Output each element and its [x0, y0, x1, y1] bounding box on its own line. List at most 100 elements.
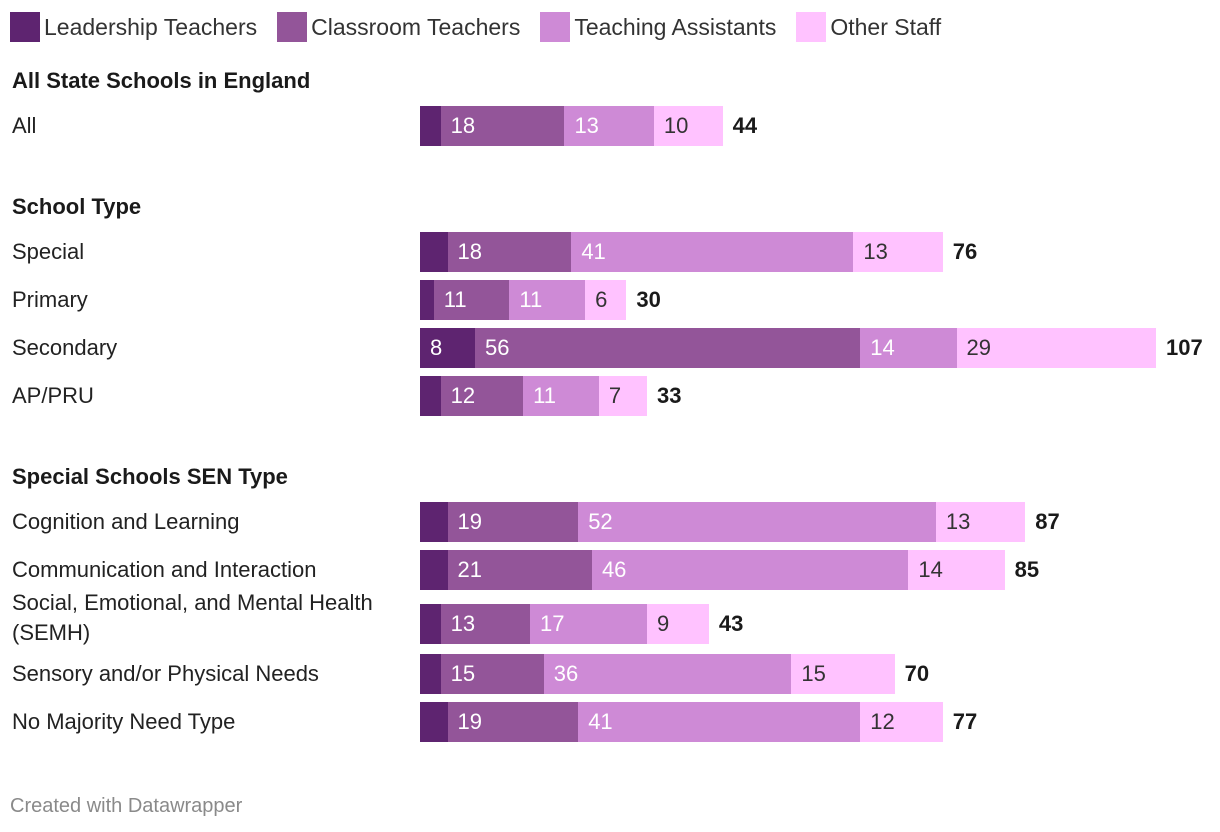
row-label: Secondary	[12, 335, 118, 360]
legend-swatch	[277, 12, 308, 42]
bar-segment	[420, 604, 441, 644]
total-label: 87	[1035, 509, 1060, 534]
bar-segment	[420, 654, 441, 694]
segment-value-label: 13	[450, 611, 476, 636]
bar-segment: 21	[447, 550, 592, 590]
segment-value-label: 19	[457, 509, 482, 534]
bar-segment: 15	[440, 654, 544, 694]
stacked-bar: 8 56 14 29	[420, 328, 1156, 368]
row-label: Cognition and Learning	[12, 509, 240, 534]
segment-value-label: 13	[574, 113, 599, 138]
bar-segment: 13	[853, 232, 943, 272]
bar-segment: 36	[543, 654, 792, 694]
segment-value-label: 14	[870, 335, 895, 360]
stacked-bar: 12 11 7	[420, 376, 647, 416]
bar-segment: 19	[447, 502, 579, 542]
bar-segment: 15	[791, 654, 895, 694]
segment-value-label: 9	[656, 611, 670, 636]
total-label: 107	[1166, 335, 1203, 360]
legend-label: Teaching Assistants	[574, 13, 777, 40]
bar-segment: 9	[646, 604, 709, 644]
row-label: No Majority Need Type	[12, 709, 236, 734]
stacked-bar: 19 52 13	[420, 502, 1026, 542]
legend-label: Other Staff	[830, 13, 942, 40]
bar-segment: 41	[571, 232, 854, 272]
segment-value-label: 14	[918, 557, 943, 582]
bar-segment	[420, 232, 448, 272]
legend-item: Other Staff	[796, 12, 941, 42]
segment-value-label: 19	[457, 709, 482, 734]
segment-value-label: 6	[595, 287, 608, 312]
segment-value-label: 15	[801, 661, 826, 686]
legend: Leadership Teachers Classroom Teachers Tea…	[10, 10, 961, 44]
bar-segment: 13	[564, 106, 654, 146]
stacked-bar: 19 41 12	[420, 702, 943, 742]
segment-value-label: 29	[966, 335, 991, 360]
segment-value-label: 36	[553, 661, 579, 686]
legend-swatch	[10, 12, 40, 42]
segment-value-label: 11	[443, 287, 467, 312]
bar-segment: 18	[447, 232, 572, 272]
bar-segment: 52	[578, 502, 936, 542]
segment-value-label: 13	[945, 509, 971, 534]
bar-segment: 7	[598, 376, 647, 416]
total-label: 77	[952, 709, 978, 734]
bar-segment: 14	[860, 328, 957, 368]
segment-value-label: 11	[533, 383, 556, 408]
legend-item: Classroom Teachers	[277, 12, 520, 42]
stacked-bar: 15 36 15	[420, 654, 895, 694]
bar-segment	[420, 106, 441, 146]
bar-segment: 46	[591, 550, 909, 590]
legend-label: Classroom Teachers	[311, 13, 521, 40]
group-title: Special Schools SEN Type	[12, 464, 288, 489]
segment-value-label: 8	[430, 335, 443, 360]
bar-segment: 14	[908, 550, 1005, 590]
legend-item: Teaching Assistants	[540, 12, 776, 42]
total-label: 76	[952, 239, 978, 264]
bar-segment: 11	[523, 376, 599, 416]
total-label: 43	[718, 611, 744, 636]
bar-segment	[420, 502, 448, 542]
total-label: 70	[904, 661, 930, 686]
row-label: Communication and Interaction	[12, 557, 317, 582]
segment-value-label: 11	[519, 287, 543, 312]
segment-value-label: 12	[870, 709, 895, 734]
bar-segment: 41	[578, 702, 861, 742]
total-label: 33	[656, 383, 682, 408]
bar-segment: 19	[447, 702, 579, 742]
legend-item: Leadership Teachers	[10, 12, 257, 42]
segment-value-label: 18	[457, 239, 482, 264]
segment-value-label: 17	[540, 611, 565, 636]
segment-value-label: 41	[588, 709, 613, 734]
footer-credit: Created with Datawrapper	[10, 795, 243, 817]
bar-segment: 11	[433, 280, 510, 320]
segment-value-label: 52	[588, 509, 613, 534]
row-label: Social, Emotional, and Mental Health (SE…	[12, 590, 373, 645]
total-label: 30	[636, 287, 661, 312]
stacked-bar: 18 13 10	[420, 106, 723, 146]
row-label: Special	[12, 239, 85, 264]
row-label: AP/PRU	[12, 383, 94, 408]
group-title: School Type	[12, 194, 142, 219]
bar-segment: 12	[440, 376, 524, 416]
bar-segment: 10	[653, 106, 723, 146]
stacked-bar: 18 41 13	[420, 232, 943, 272]
legend-swatch	[796, 12, 827, 42]
stacked-bar: 13 17 9	[420, 604, 709, 644]
row-label: Primary	[12, 287, 88, 312]
segment-value-label: 13	[863, 239, 888, 264]
bar-segment: 13	[935, 502, 1026, 542]
segment-value-label: 21	[457, 557, 482, 582]
segment-value-label: 46	[601, 557, 627, 582]
segment-value-label: 18	[450, 113, 476, 138]
stacked-bar: 11 11 6	[420, 280, 627, 320]
segment-value-label: 10	[663, 113, 689, 138]
bar-segment	[420, 550, 448, 590]
legend-label: Leadership Teachers	[44, 13, 258, 40]
bar-segment: 8	[420, 328, 476, 368]
segment-value-label: 56	[485, 335, 510, 360]
bar-segment	[420, 376, 441, 416]
bar-segment: 12	[860, 702, 943, 742]
total-label: 44	[732, 113, 758, 138]
